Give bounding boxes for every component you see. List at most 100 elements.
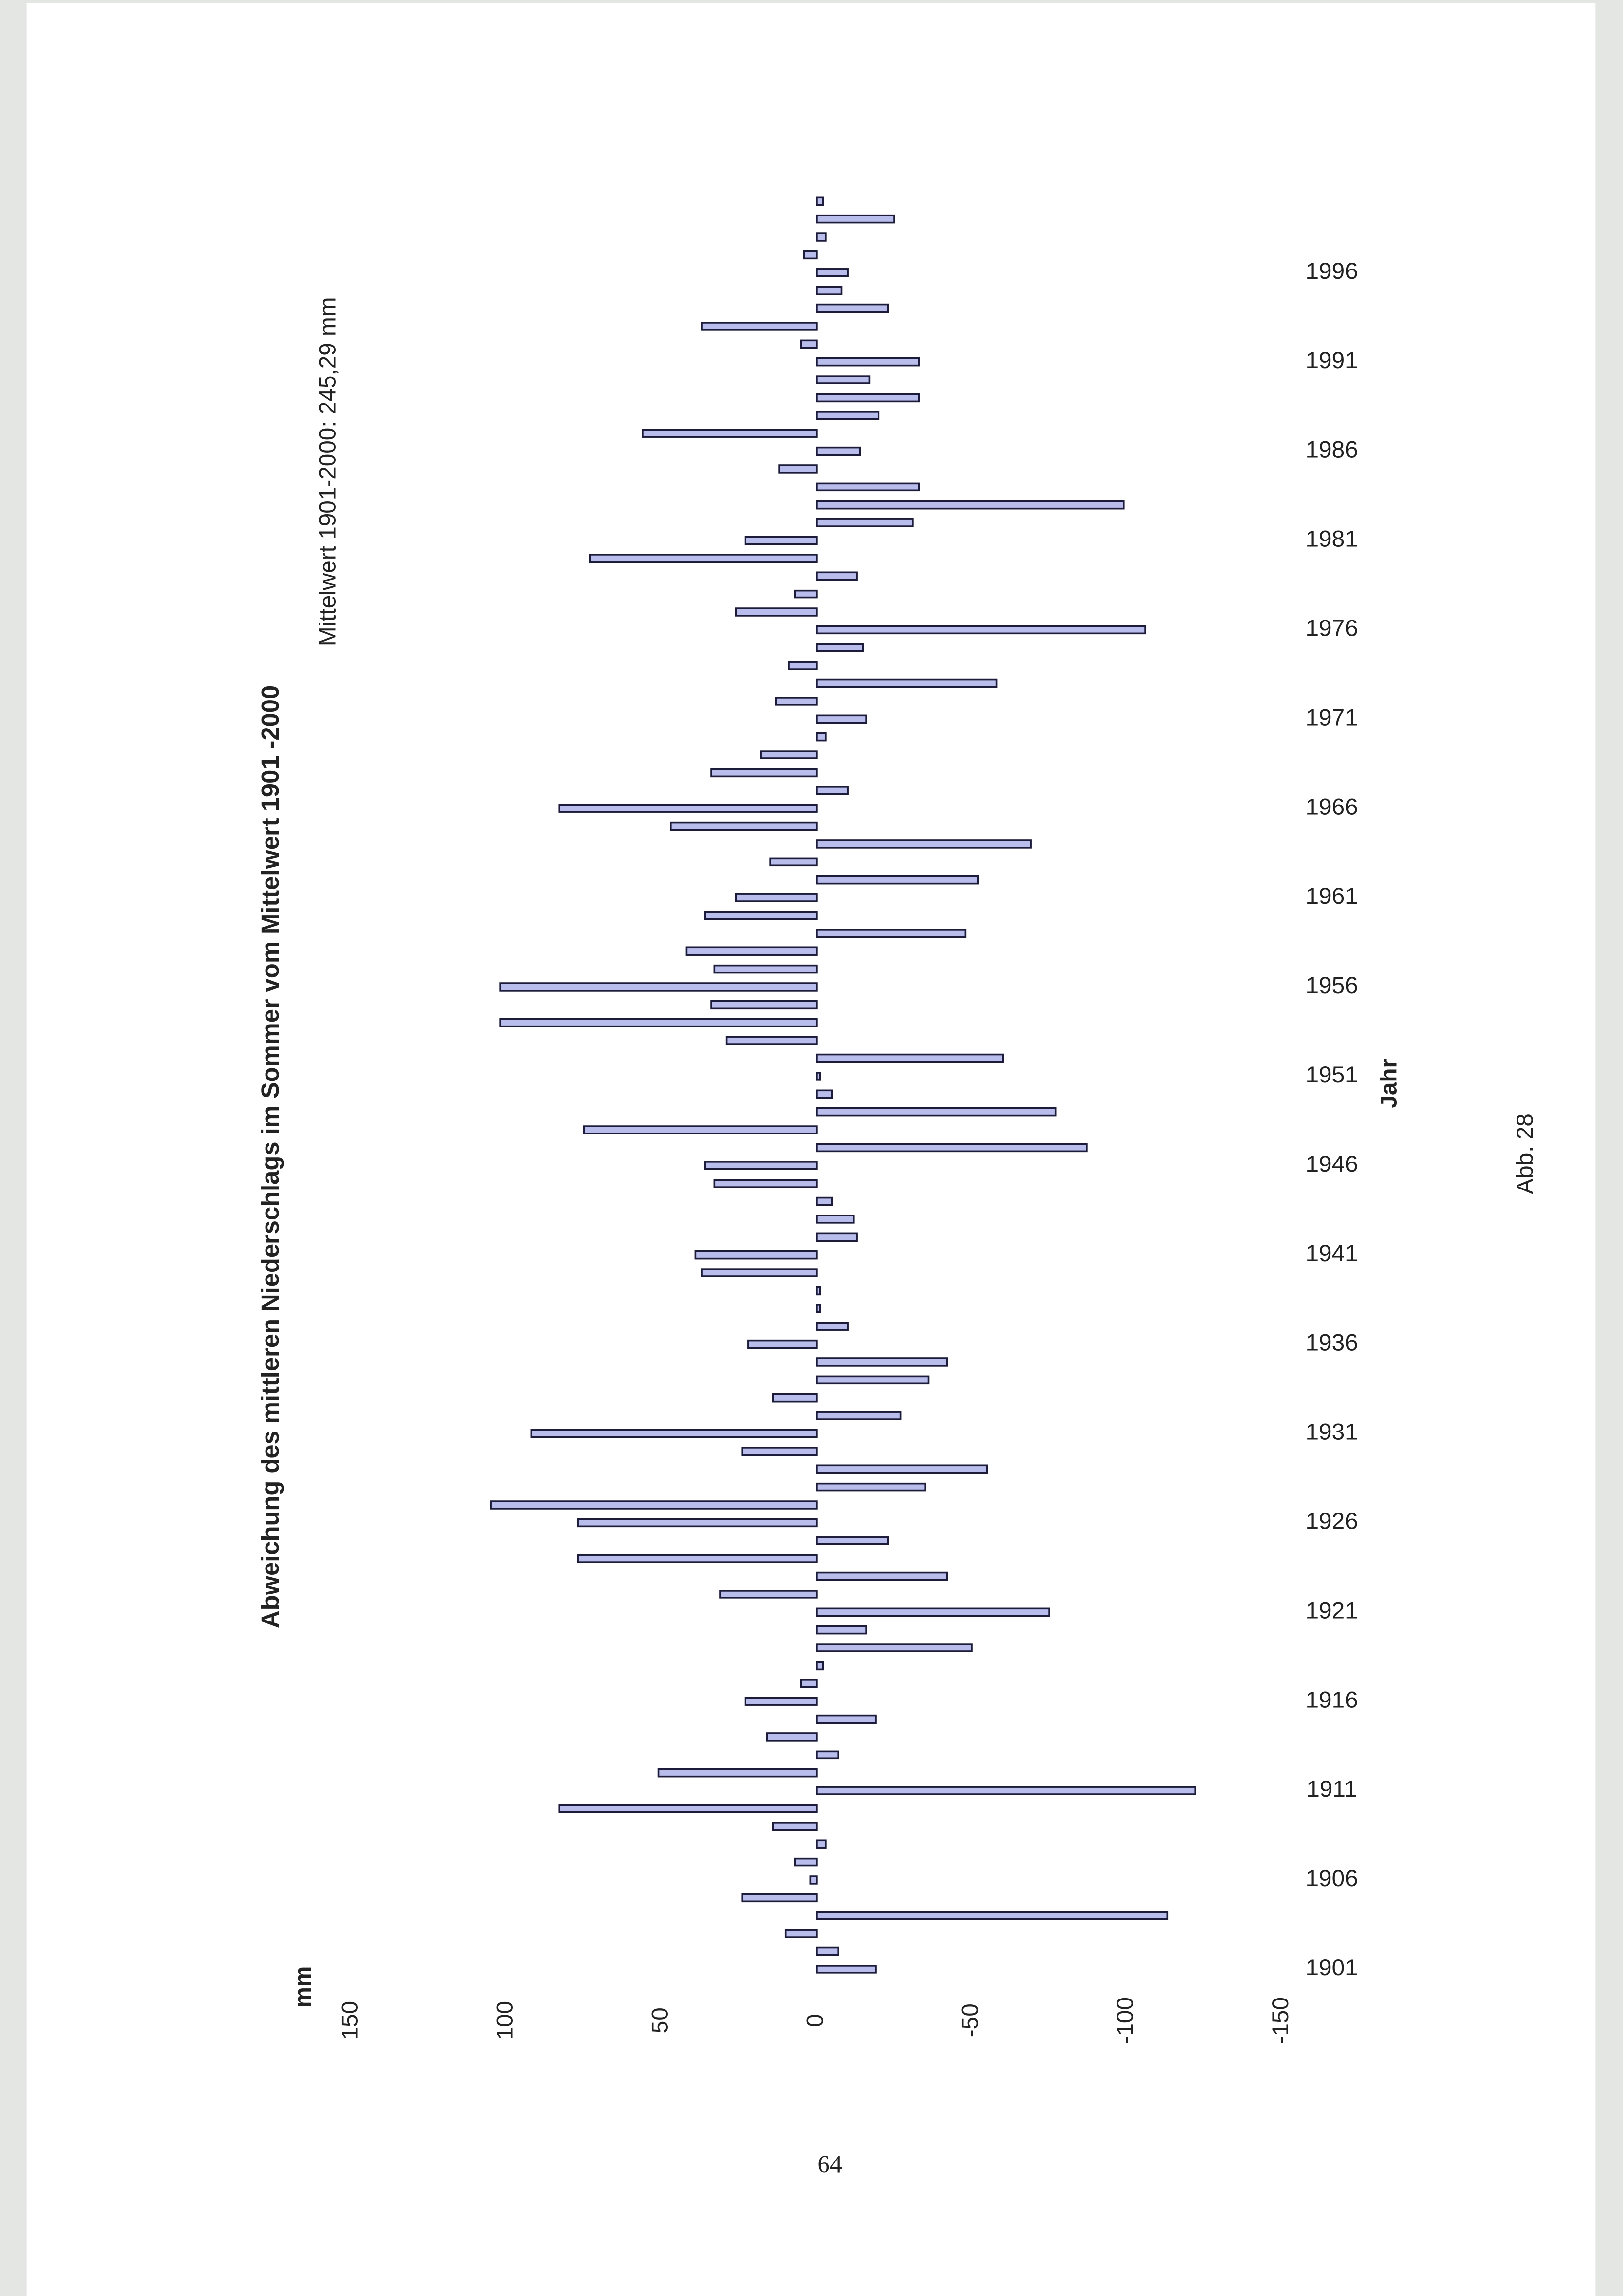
bar: [747, 1339, 818, 1349]
x-tick-label: 1961: [1306, 883, 1358, 909]
x-tick-label: 1996: [1306, 258, 1358, 284]
bar: [741, 1447, 818, 1456]
x-tick-label: 1901: [1306, 1955, 1358, 1981]
bar: [816, 1375, 930, 1385]
chart-subtitle: Mittelwert 1901-2000: 245,29 mm: [315, 297, 341, 647]
bar: [577, 1554, 818, 1563]
bar: [809, 1875, 818, 1885]
bar: [816, 1965, 877, 1974]
page-number: 64: [817, 2151, 842, 2178]
bar: [816, 1357, 948, 1367]
x-tick-label: 1971: [1306, 704, 1358, 730]
x-tick-label: 1906: [1306, 1865, 1358, 1891]
bar: [816, 1464, 988, 1474]
bar: [583, 1125, 818, 1134]
x-tick-label: 1991: [1306, 348, 1358, 374]
bar: [713, 1179, 818, 1188]
bar: [816, 839, 1032, 849]
bar: [735, 607, 818, 617]
bar: [769, 857, 818, 867]
bar: [816, 482, 920, 492]
x-tick-label: 1916: [1306, 1687, 1358, 1713]
bar: [816, 1107, 1057, 1117]
bar: [744, 536, 818, 545]
bar: [816, 518, 914, 527]
bar: [694, 1250, 818, 1260]
bar: [816, 1714, 877, 1724]
bar: [685, 946, 818, 956]
bar: [713, 964, 818, 974]
bar: [816, 1536, 889, 1545]
bar: [800, 1679, 818, 1688]
bar: [741, 1893, 818, 1903]
bar: [735, 893, 818, 902]
x-tick-label: 1951: [1306, 1062, 1358, 1088]
bar: [803, 250, 818, 260]
bar: [701, 322, 818, 331]
bar: [499, 982, 818, 992]
bar: [778, 464, 818, 474]
bar: [710, 768, 818, 778]
x-tick-label: 1986: [1306, 437, 1358, 463]
bar: [816, 196, 824, 206]
x-tick-label: 1936: [1306, 1330, 1358, 1356]
bar: [589, 554, 818, 563]
bar: [816, 929, 967, 938]
bar: [816, 678, 998, 688]
x-tick-label: 1931: [1306, 1419, 1358, 1445]
bar: [816, 1571, 948, 1581]
bar: [772, 1822, 818, 1831]
bar: [704, 1161, 818, 1170]
bar: [816, 1411, 902, 1420]
bar: [816, 1839, 827, 1849]
x-tick-label: 1981: [1306, 526, 1358, 552]
bar: [816, 268, 849, 277]
y-tick-label: 0: [802, 2014, 828, 2027]
bar: [816, 714, 867, 724]
figure-label: Abb. 28: [1512, 1113, 1538, 1194]
bar: [816, 571, 858, 581]
bar: [719, 1590, 818, 1599]
x-tick-label: 1921: [1306, 1597, 1358, 1623]
bar: [577, 1518, 818, 1528]
x-tick-label: 1941: [1306, 1241, 1358, 1267]
x-tick-label: 1966: [1306, 794, 1358, 820]
bar: [816, 1232, 858, 1242]
x-tick-label: 1911: [1306, 1776, 1357, 1802]
bar: [670, 821, 818, 831]
bar: [816, 875, 979, 885]
x-axis-label: Jahr: [1376, 1059, 1402, 1108]
bar: [816, 1661, 824, 1671]
bar: [816, 303, 889, 313]
bar: [784, 1929, 818, 1938]
bar: [816, 1322, 849, 1331]
bar: [710, 1000, 818, 1010]
chart-title: Abweichung des mittleren Niederschlags i…: [256, 685, 284, 1628]
bar: [490, 1500, 818, 1510]
y-tick-label: -100: [1113, 1997, 1139, 2044]
bar: [816, 286, 843, 295]
bar: [816, 1625, 867, 1635]
bar: [766, 1732, 818, 1742]
bar: [816, 1643, 973, 1652]
bar: [558, 804, 818, 813]
x-tick-label: 1976: [1306, 615, 1358, 641]
bar: [816, 1946, 839, 1956]
bar: [760, 750, 818, 759]
y-tick-label: -50: [958, 2003, 984, 2037]
bar: [794, 589, 818, 599]
bar: [657, 1768, 818, 1778]
bar: [816, 1482, 926, 1492]
bar: [704, 911, 818, 920]
bar: [499, 1018, 818, 1027]
bar: [816, 786, 849, 795]
bar: [775, 697, 818, 706]
bar: [816, 232, 827, 242]
paper: [26, 3, 1596, 2296]
bar: [558, 1804, 818, 1813]
bar: [816, 1215, 855, 1224]
bar: [816, 393, 920, 403]
bar: [816, 1750, 839, 1760]
bar: [816, 1607, 1050, 1617]
bar: [788, 661, 818, 670]
